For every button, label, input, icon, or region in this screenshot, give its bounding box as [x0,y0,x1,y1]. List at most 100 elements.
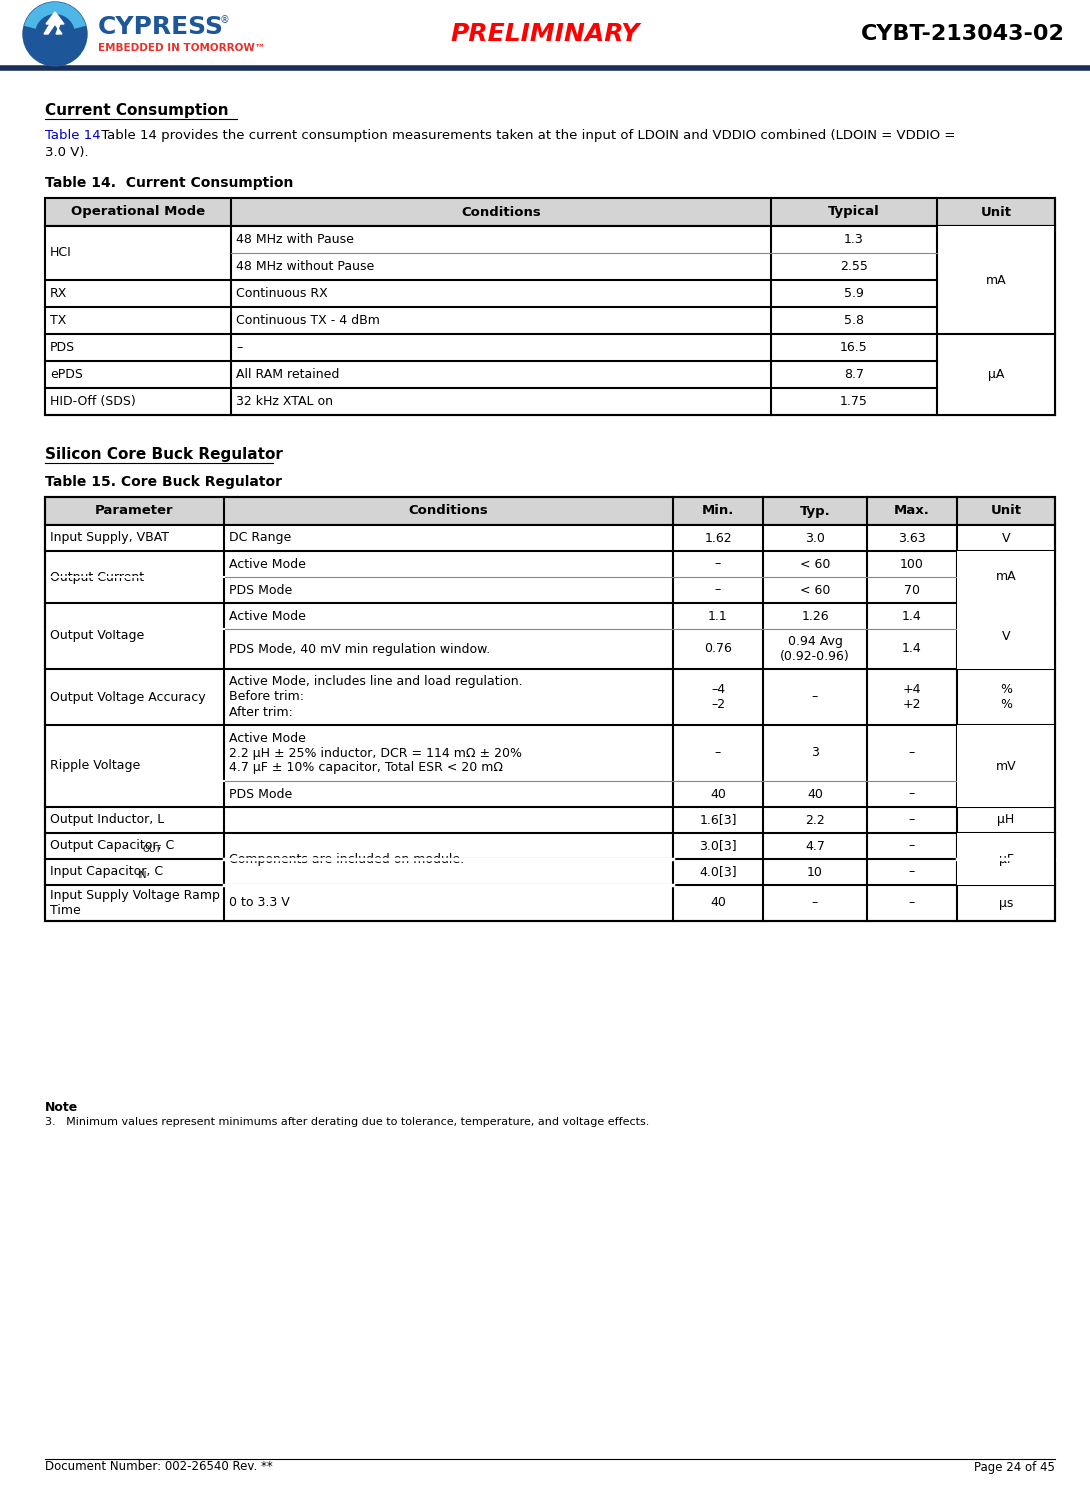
Text: μF: μF [998,852,1014,866]
Text: –: – [909,840,916,852]
Text: Table 15. Core Buck Regulator: Table 15. Core Buck Regulator [45,475,282,489]
Text: 4.7: 4.7 [806,840,825,852]
Text: –: – [812,897,819,909]
Text: V: V [1002,532,1010,544]
Text: Page 24 of 45: Page 24 of 45 [974,1461,1055,1474]
Text: Ripple Voltage: Ripple Voltage [50,759,141,773]
Text: Components are included on module.: Components are included on module. [229,852,464,866]
Bar [957,552,1055,602]
Text: Conditions: Conditions [461,205,541,218]
Text: +4
+2: +4 +2 [903,683,921,712]
Text: 70: 70 [904,583,920,597]
Text: 3: 3 [811,746,819,759]
Text: Parameter: Parameter [95,504,173,517]
Text: 1.4: 1.4 [903,643,922,655]
Text: CYBT-213043-02: CYBT-213043-02 [861,24,1065,43]
Circle shape [23,1,87,66]
Text: Active Mode, includes line and load regulation.
Before trim:
After trim:: Active Mode, includes line and load regu… [229,676,522,719]
Text: Typ.: Typ. [800,504,831,517]
Text: μA: μA [988,368,1004,381]
Text: Output Capacitor, C: Output Capacitor, C [50,840,174,852]
Text: –: – [715,746,722,759]
Text: TX: TX [50,314,66,327]
Text: OUT: OUT [142,845,161,854]
Text: Silicon Core Buck Regulator: Silicon Core Buck Regulator [45,447,283,462]
Text: 3.63: 3.63 [898,532,925,544]
Text: 48 MHz with Pause: 48 MHz with Pause [237,233,354,247]
Text: 2.55: 2.55 [840,260,868,274]
Text: 40: 40 [710,897,726,909]
Text: 3.0[3]: 3.0[3] [699,840,737,852]
Text: –: – [909,788,916,800]
Text: Operational Mode: Operational Mode [71,205,205,218]
Bar [45,496,1055,525]
Bar [45,197,1055,226]
Text: ®: ® [220,15,230,25]
Text: Output Inductor, L: Output Inductor, L [50,813,165,827]
Text: 8.7: 8.7 [844,368,864,381]
Text: Active Mode
2.2 μH ± 25% inductor, DCR = 114 mΩ ± 20%
4.7 μF ± 10% capacitor, To: Active Mode 2.2 μH ± 25% inductor, DCR =… [229,731,522,774]
Text: 3.0 V).: 3.0 V). [45,147,88,158]
Text: Typical: Typical [828,205,880,218]
Text: –: – [715,558,722,571]
Bar [957,725,1055,807]
Bar [45,496,1055,921]
Text: Min.: Min. [702,504,735,517]
Text: DC Range: DC Range [229,532,291,544]
Text: PDS: PDS [50,341,75,354]
Text: Document Number: 002-26540 Rev. **: Document Number: 002-26540 Rev. ** [45,1461,272,1474]
Text: μs: μs [998,897,1014,909]
Bar [937,333,1055,416]
Text: < 60: < 60 [800,558,831,571]
Text: –: – [812,691,819,704]
Text: Unit: Unit [981,205,1012,218]
Text: Input Supply Voltage Ramp
Time: Input Supply Voltage Ramp Time [50,890,220,916]
Text: 1.4: 1.4 [903,610,922,622]
Text: mA: mA [985,274,1006,287]
Text: 1.62: 1.62 [704,532,731,544]
Text: 5.8: 5.8 [844,314,864,327]
Text: 40: 40 [710,788,726,800]
Text: 1.26: 1.26 [801,610,828,622]
Text: mA: mA [995,571,1016,583]
Text: PDS Mode: PDS Mode [229,583,292,597]
Text: Note: Note [45,1100,78,1114]
Text: %
%: % % [1000,683,1012,712]
Text: PRELIMINARY: PRELIMINARY [450,22,640,46]
Text: 0.76: 0.76 [704,643,732,655]
Text: Conditions: Conditions [409,504,488,517]
Text: V: V [1002,629,1010,643]
Text: 1.3: 1.3 [844,233,864,247]
Text: EMBEDDED IN TOMORROW™: EMBEDDED IN TOMORROW™ [98,43,265,52]
Text: Continuous TX - 4 dBm: Continuous TX - 4 dBm [237,314,380,327]
Text: CYPRESS: CYPRESS [98,15,225,39]
Text: 3.   Minimum values represent minimums after derating due to tolerance, temperat: 3. Minimum values represent minimums aft… [45,1117,650,1127]
Text: –: – [715,583,722,597]
Text: Unit: Unit [991,504,1021,517]
Bar [957,602,1055,668]
Text: RX: RX [50,287,68,300]
Text: 0 to 3.3 V: 0 to 3.3 V [229,897,290,909]
Text: –: – [909,897,916,909]
Text: HID-Off (SDS): HID-Off (SDS) [50,395,136,408]
Text: All RAM retained: All RAM retained [237,368,339,381]
Polygon shape [44,12,64,34]
Text: –: – [909,866,916,879]
Text: 32 kHz XTAL on: 32 kHz XTAL on [237,395,334,408]
Bar [45,525,1055,921]
Text: –: – [237,341,242,354]
Text: mV: mV [995,759,1016,773]
Text: –4
–2: –4 –2 [711,683,725,712]
Text: 2.2: 2.2 [806,813,825,827]
Bar [957,833,1055,885]
Text: Table 14: Table 14 [45,129,100,142]
Text: Continuous RX: Continuous RX [237,287,328,300]
Text: Current Consumption: Current Consumption [45,103,229,118]
Wedge shape [24,1,86,28]
Text: 10: 10 [807,866,823,879]
Text: PDS Mode, 40 mV min regulation window.: PDS Mode, 40 mV min regulation window. [229,643,490,655]
Text: 5.9: 5.9 [844,287,864,300]
Text: 0.94 Avg
(0.92-0.96): 0.94 Avg (0.92-0.96) [780,635,850,662]
Text: 100: 100 [900,558,924,571]
Text: 3.0: 3.0 [806,532,825,544]
